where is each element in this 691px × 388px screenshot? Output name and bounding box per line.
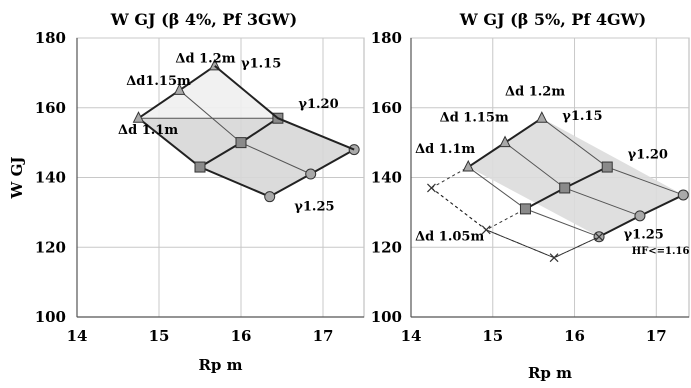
x-axis-label: Rp m <box>528 364 572 382</box>
y-tick-label: 140 <box>35 169 66 187</box>
data-point-x <box>594 232 604 242</box>
data-point-circle <box>264 191 276 203</box>
data-point-square <box>235 137 247 149</box>
y-tick-label: 100 <box>371 308 402 326</box>
series-line <box>214 65 355 151</box>
y-tick-label: 160 <box>371 99 402 117</box>
y-tick-label: 180 <box>35 29 66 47</box>
surface-fill-top <box>138 65 278 119</box>
data-point-x <box>549 253 559 263</box>
x-tick-label: 14 <box>67 327 88 345</box>
y-tick-label: 100 <box>35 308 66 326</box>
data-point-triangle <box>173 83 186 95</box>
data-point-square <box>601 161 613 173</box>
x-tick-label: 17 <box>646 327 667 345</box>
data-point-triangle <box>132 111 145 123</box>
annotation-label: γ1.25 <box>624 228 664 243</box>
data-point-square <box>194 161 206 173</box>
chart-panel-2: 100 120 140 160 180 14 15 16 17 Δd 1.2m Δd 1.15m Δd… <box>371 10 690 382</box>
annotation-label: γ1.20 <box>628 147 668 162</box>
annotation-label: Δd 1.1m <box>415 142 475 157</box>
annotation-label: γ1.20 <box>298 97 338 112</box>
data-point-x <box>427 183 436 193</box>
data-point-square <box>559 182 571 194</box>
chart-title: W GJ (β 4%, Pf 3GW) <box>110 10 297 29</box>
x-tick-label: 14 <box>401 327 422 345</box>
annotation-label: γ1.25 <box>294 200 334 215</box>
data-point-circle <box>677 189 689 201</box>
annotation-label: γ1.15 <box>562 109 602 124</box>
data-point-circle <box>634 210 646 222</box>
surface-fill <box>138 118 355 197</box>
x-tick-label: 16 <box>564 327 585 345</box>
chart-title: W GJ (β 5%, Pf 4GW) <box>459 10 646 29</box>
annotation-label: Δd 1.2m <box>505 85 565 100</box>
dashed-boundary-line <box>431 166 469 189</box>
data-point-circle <box>305 168 317 180</box>
x-tick-label: 16 <box>231 327 252 345</box>
chart-panel-1: 100 120 140 160 180 14 15 16 17 Δd 1.2m Δd1.15m Δd … <box>8 10 365 374</box>
data-point-triangle <box>499 135 511 148</box>
annotation-label: Δd1.15m <box>126 74 191 89</box>
x-tick-label: 15 <box>482 327 503 345</box>
annotation-label: Δd 1.2m <box>175 51 235 66</box>
x-tick-label: 17 <box>313 327 334 345</box>
annotation-label: HF<=1.16 <box>632 246 690 257</box>
annotation-label: γ1.15 <box>241 57 281 72</box>
x-axis-label: Rp m <box>198 356 242 374</box>
data-point-triangle <box>536 111 548 123</box>
data-point-triangle <box>462 159 475 172</box>
y-tick-label: 160 <box>35 99 66 117</box>
y-axis-label: W GJ <box>8 157 26 200</box>
data-point-x <box>481 225 491 235</box>
y-tick-label: 120 <box>35 238 66 256</box>
data-point-square <box>519 203 531 215</box>
annotation-label: Δd 1.15m <box>440 111 509 126</box>
y-tick-label: 120 <box>371 238 402 256</box>
annotation-label: Δd 1.1m <box>118 123 178 138</box>
y-tick-label: 140 <box>371 169 402 187</box>
surface-fill <box>468 118 684 237</box>
y-tick-label: 180 <box>371 29 402 47</box>
x-tick-label: 15 <box>149 327 170 345</box>
annotation-label: Δd 1.05m <box>415 229 484 244</box>
